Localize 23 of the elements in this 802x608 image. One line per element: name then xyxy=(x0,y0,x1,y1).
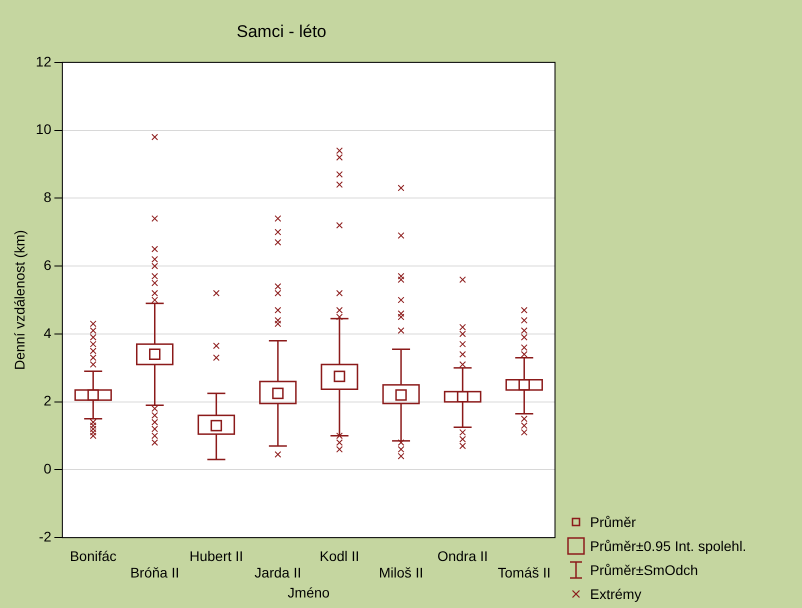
text: Extrémy xyxy=(590,586,642,602)
x-tick-label: Ondra II xyxy=(437,548,488,564)
text: Průměr±0.95 Int. spolehl. xyxy=(590,538,746,554)
y-tick-label: 12 xyxy=(36,53,52,70)
text: Průměr xyxy=(590,514,636,530)
x-axis-title: Jméno xyxy=(288,584,330,600)
x-tick-label: Tomáš II xyxy=(498,564,551,581)
y-tick-label: -2 xyxy=(38,528,52,544)
y-tick-label: 4 xyxy=(44,324,52,341)
y-tick-label: 8 xyxy=(44,189,52,206)
x-tick-label: Jarda II xyxy=(254,564,302,581)
x-tick-label: Kodl II xyxy=(320,548,360,564)
text: Průměr±SmOdch xyxy=(590,562,698,578)
y-tick-label: 0 xyxy=(44,460,52,477)
x-tick-label: Hubert II xyxy=(189,548,244,564)
x-tick-label: Miloš II xyxy=(378,564,424,581)
x-tick-label: Bonifác xyxy=(70,548,117,564)
x-tick-label: Bróňa II xyxy=(130,564,180,581)
y-tick-label: 10 xyxy=(36,121,52,138)
y-tick-label: 6 xyxy=(44,256,52,273)
y-tick-label: 2 xyxy=(44,392,52,409)
y-axis-title: Denní vzdálenost (km) xyxy=(11,230,28,370)
chart-title: Samci - léto xyxy=(236,22,326,41)
